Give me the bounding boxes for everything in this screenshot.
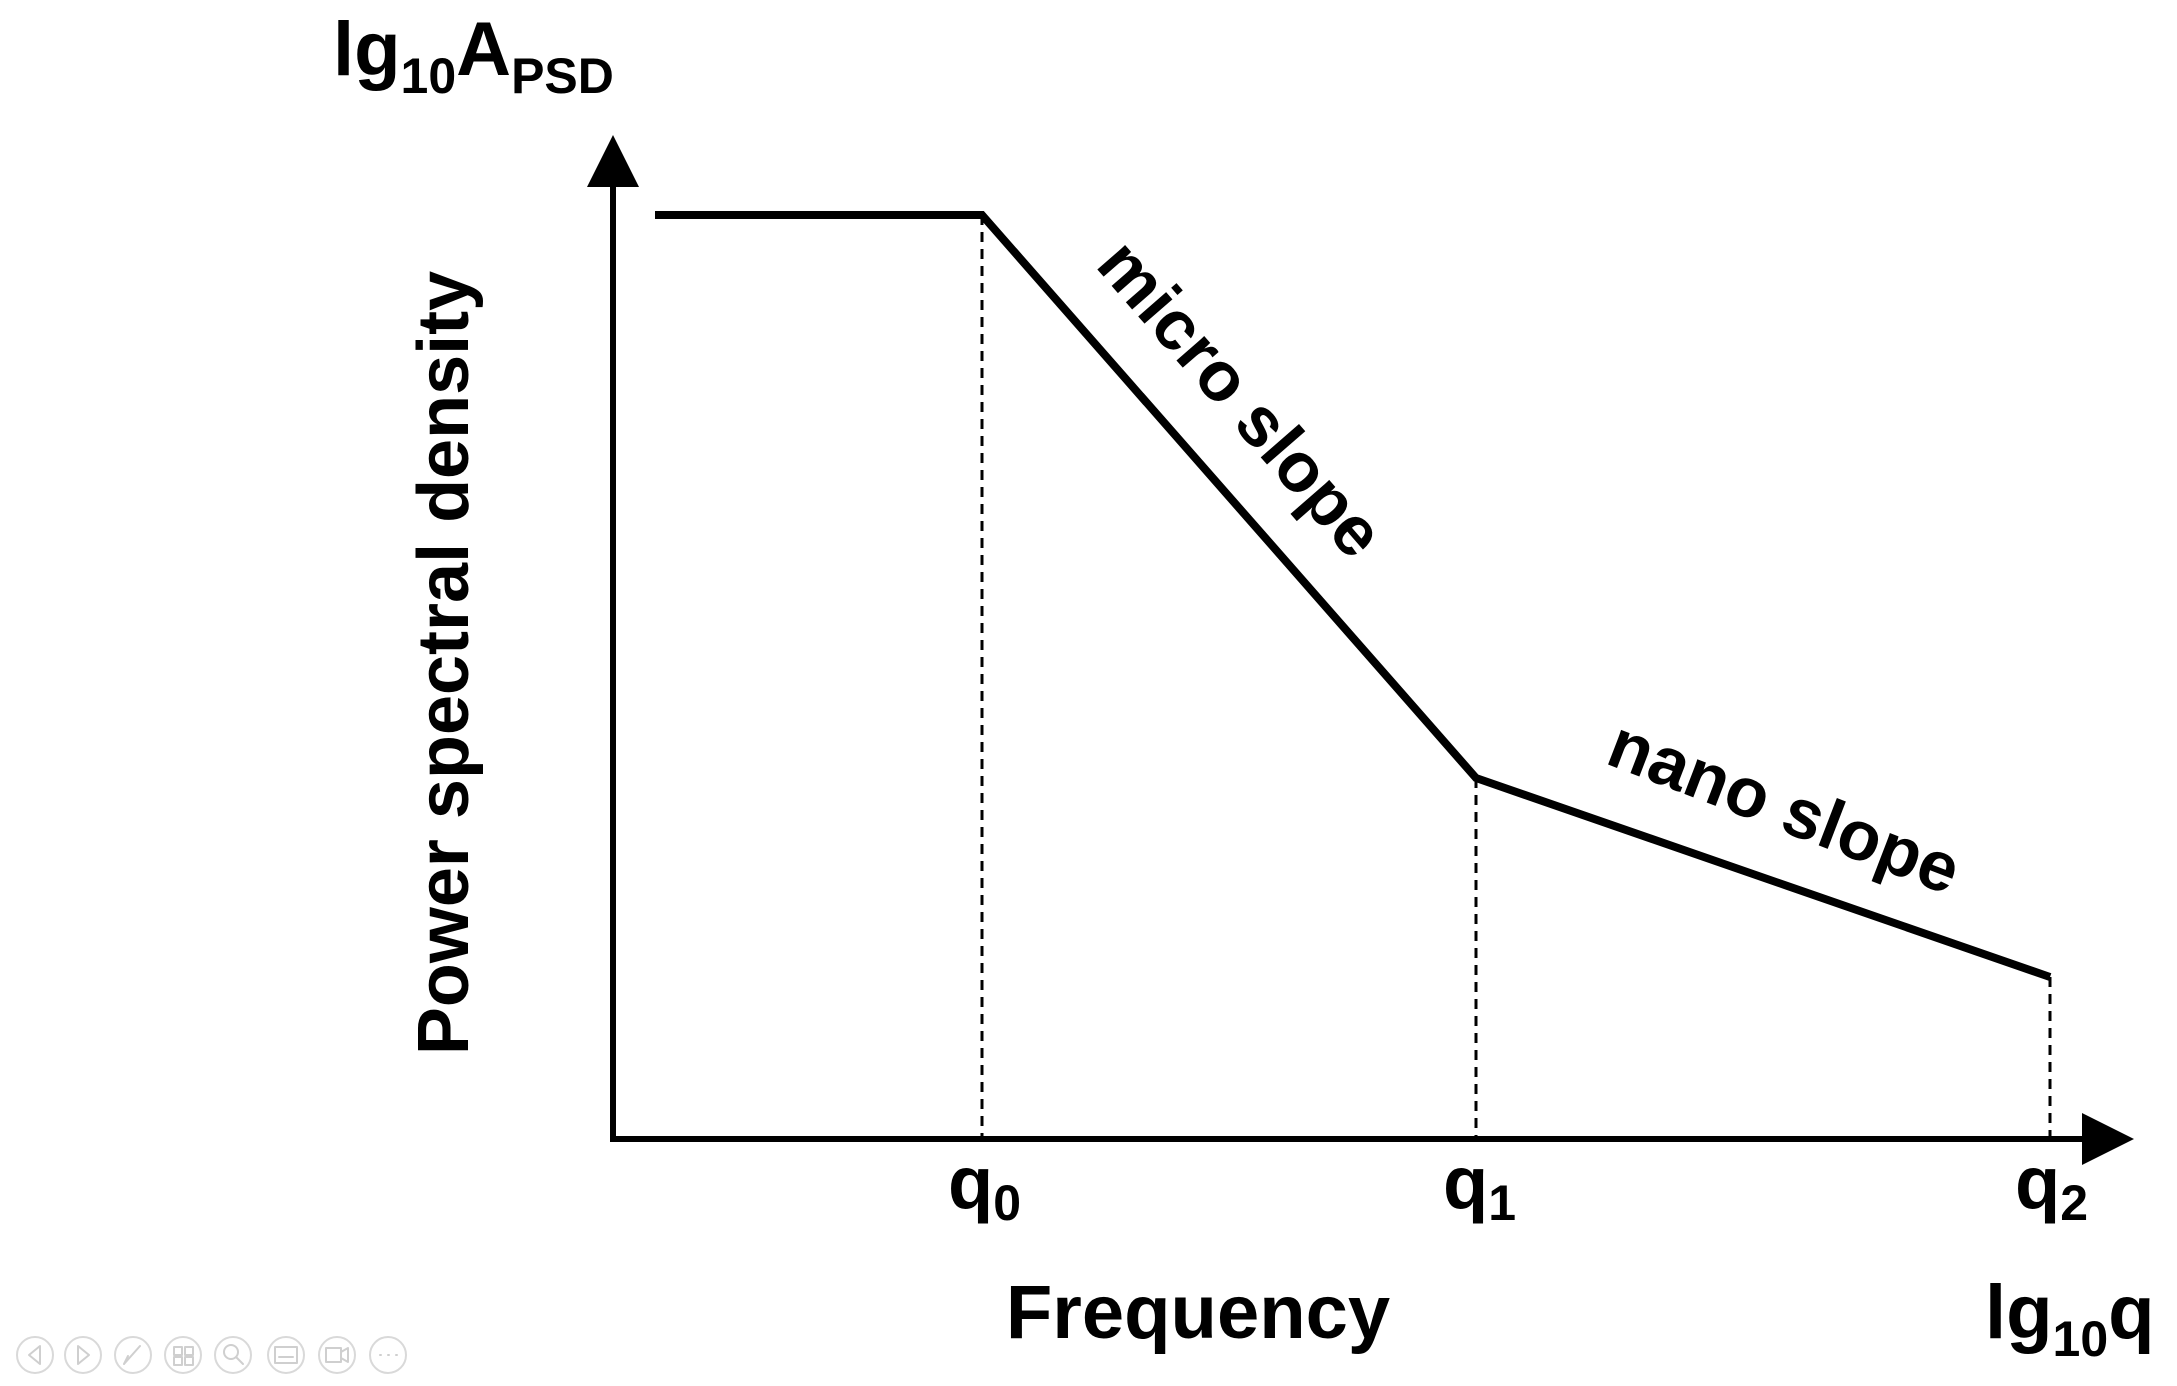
subtitles-icon bbox=[274, 1346, 298, 1364]
zoom-icon bbox=[223, 1344, 244, 1365]
psd-curve bbox=[655, 211, 2052, 981]
x-axis-arrowhead bbox=[2082, 1113, 2134, 1165]
y-symbol-sub: 10 bbox=[401, 48, 457, 104]
tick-label-q0: q0 bbox=[948, 1141, 1021, 1231]
slides-overview-button[interactable] bbox=[164, 1336, 202, 1374]
camera-button[interactable] bbox=[318, 1336, 356, 1374]
previous-slide-button[interactable] bbox=[16, 1336, 54, 1374]
pen-icon bbox=[123, 1345, 141, 1365]
more-options-button[interactable] bbox=[369, 1336, 407, 1374]
micro-slope-label: micro slope bbox=[1083, 224, 1400, 572]
nano-slope-label: nano slope bbox=[1598, 704, 1971, 909]
slideshow-toolbar bbox=[16, 1336, 407, 1374]
x-axis-symbol: lg10q bbox=[1985, 1270, 2155, 1367]
zoom-button[interactable] bbox=[214, 1336, 252, 1374]
x-axis-label: Frequency bbox=[1006, 1270, 1390, 1355]
tick-label-q2: q2 bbox=[2015, 1141, 2088, 1231]
next-slide-button[interactable] bbox=[64, 1336, 102, 1374]
subtitles-button[interactable] bbox=[267, 1336, 305, 1374]
pen-button[interactable] bbox=[114, 1336, 152, 1374]
axes bbox=[587, 135, 2134, 1165]
y-axis-symbol: lg10APSD bbox=[333, 7, 614, 104]
camera-icon bbox=[325, 1347, 349, 1363]
y-axis-label: Power spectral density bbox=[404, 271, 484, 1055]
y-symbol-base: lg bbox=[333, 7, 401, 92]
y-symbol-main: A bbox=[456, 7, 511, 92]
tick-label-q1: q1 bbox=[1443, 1141, 1516, 1231]
y-symbol-main-sub: PSD bbox=[511, 48, 614, 104]
slides-overview-icon bbox=[173, 1346, 194, 1366]
x-symbol-sub: 10 bbox=[2053, 1311, 2109, 1367]
previous-slide-icon bbox=[28, 1345, 41, 1365]
y-axis-arrowhead bbox=[587, 135, 639, 187]
next-slide-icon bbox=[77, 1345, 90, 1365]
x-symbol-main: q bbox=[2108, 1270, 2154, 1355]
drop-lines bbox=[980, 215, 2052, 1139]
x-symbol-base: lg bbox=[1985, 1270, 2053, 1355]
